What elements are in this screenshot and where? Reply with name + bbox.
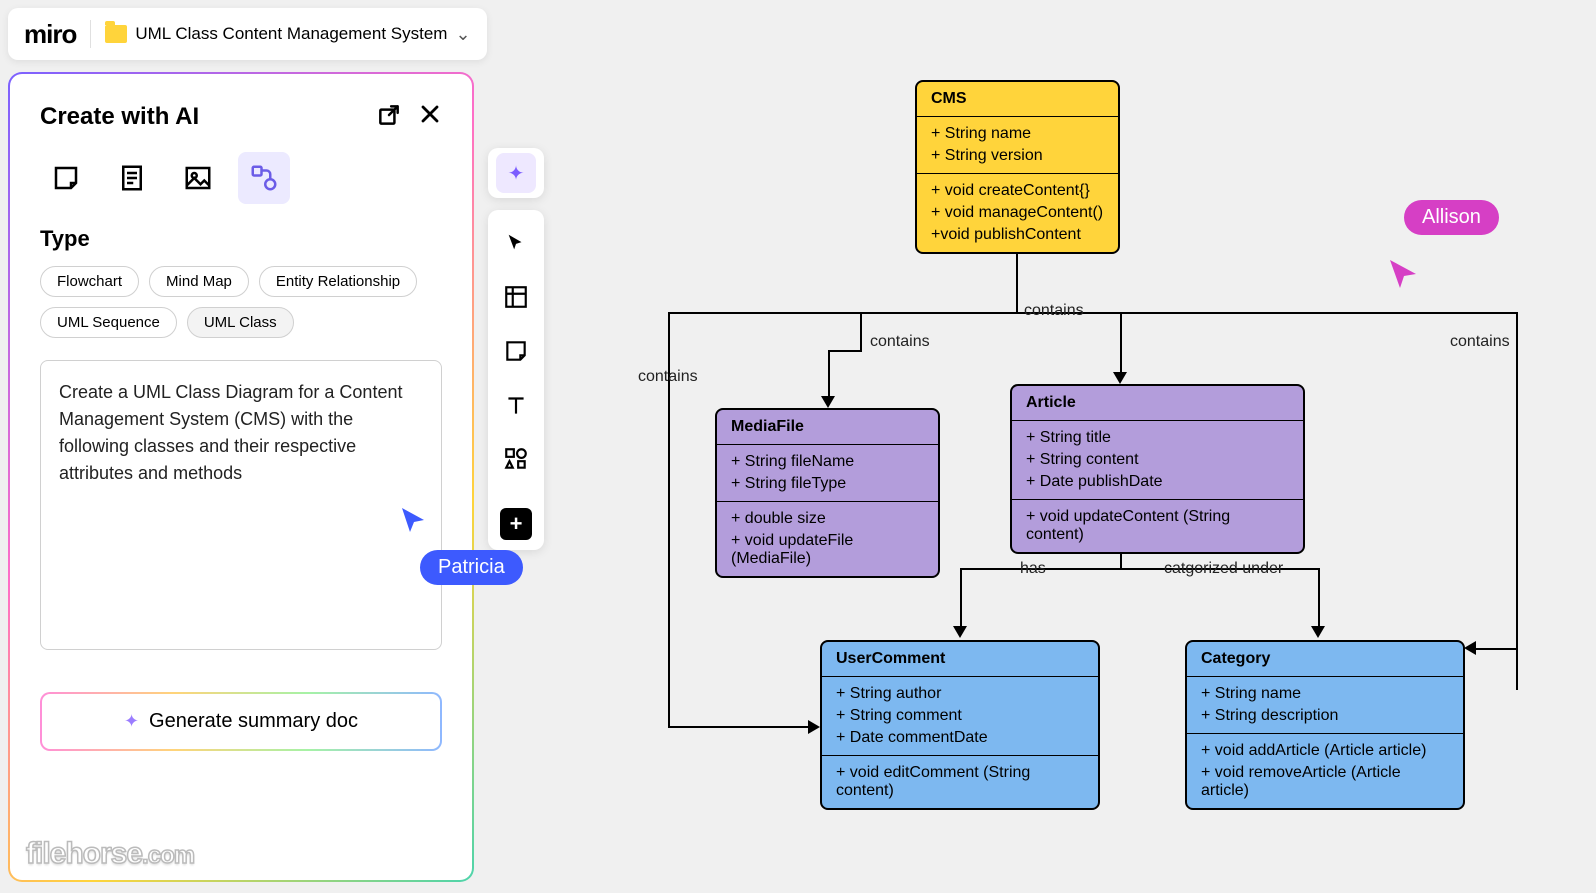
mode-sticky-icon[interactable] [40, 152, 92, 204]
uml-methods: + void createContent{}+ void manageConte… [917, 174, 1118, 252]
board-title-group[interactable]: UML Class Content Management System ⌄ [105, 24, 470, 45]
chevron-down-icon[interactable]: ⌄ [455, 24, 470, 45]
topbar: miro UML Class Content Management System… [8, 8, 487, 60]
cursor-allison: Allison [1404, 200, 1499, 235]
mode-image-icon[interactable] [172, 152, 224, 204]
arrowhead-icon [953, 626, 967, 638]
uml-methods: + void editComment (String content) [822, 756, 1098, 808]
uml-attributes: + String title+ String content+ Date pub… [1012, 421, 1303, 500]
edge-label: has [1016, 560, 1050, 578]
edge-label: contains [1020, 302, 1088, 320]
ai-panel: Create with AI Type Flowchart Mind Map E… [8, 72, 474, 882]
chip-er[interactable]: Entity Relationship [259, 266, 417, 297]
uml-attributes: + String name+ String version [917, 117, 1118, 174]
uml-class-name: MediaFile [717, 410, 938, 445]
chip-uml-class[interactable]: UML Class [187, 307, 294, 338]
edge [960, 568, 1320, 570]
watermark: filehorse.com [26, 837, 194, 871]
board-title: UML Class Content Management System [135, 24, 447, 44]
edge [1318, 568, 1320, 628]
close-icon[interactable] [418, 102, 442, 132]
edge [668, 312, 1518, 314]
arrowhead-icon [1311, 626, 1325, 638]
edge [960, 568, 962, 628]
edge-label: contains [634, 368, 702, 386]
mode-doc-icon[interactable] [106, 152, 158, 204]
uml-methods: + void updateContent (String content) [1012, 500, 1303, 552]
tool-shapes-icon[interactable] [488, 432, 544, 486]
uml-attributes: + String fileName+ String fileType [717, 445, 938, 502]
uml-class-name: CMS [917, 82, 1118, 117]
edge-label: catgorized under [1160, 560, 1287, 578]
uml-class-mediafile[interactable]: MediaFile+ String fileName+ String fileT… [715, 408, 940, 578]
tool-add-icon[interactable]: + [500, 508, 532, 540]
cursor-icon [400, 506, 428, 534]
cursor-patricia: Patricia [420, 550, 523, 585]
edge [1474, 648, 1518, 650]
cursor-icon [1388, 258, 1422, 292]
folder-icon [105, 25, 127, 43]
edge [1516, 312, 1518, 690]
uml-class-name: Article [1012, 386, 1303, 421]
chip-mindmap[interactable]: Mind Map [149, 266, 249, 297]
uml-class-name: UserComment [822, 642, 1098, 677]
chip-flowchart[interactable]: Flowchart [40, 266, 139, 297]
edge [828, 350, 862, 352]
uml-methods: + double size+ void updateFile (MediaFil… [717, 502, 938, 576]
edge [1016, 254, 1018, 314]
ai-fab[interactable]: ✦ [488, 148, 544, 198]
uml-attributes: + String author+ String comment+ Date co… [822, 677, 1098, 756]
uml-class-category[interactable]: Category+ String name+ String descriptio… [1185, 640, 1465, 810]
uml-attributes: + String name+ String description [1187, 677, 1463, 734]
popout-icon[interactable] [376, 102, 402, 132]
generate-label: Generate summary doc [149, 710, 358, 733]
type-label: Type [40, 226, 442, 252]
arrowhead-icon [808, 720, 820, 734]
tool-text-icon[interactable] [488, 378, 544, 432]
uml-class-name: Category [1187, 642, 1463, 677]
uml-methods: + void addArticle (Article article)+ voi… [1187, 734, 1463, 808]
uml-class-usercomment[interactable]: UserComment+ String author+ String comme… [820, 640, 1100, 810]
edge [668, 726, 810, 728]
edge [828, 350, 830, 398]
uml-class-article[interactable]: Article+ String title+ String content+ D… [1010, 384, 1305, 554]
sparkle-icon: ✦ [124, 711, 139, 732]
ai-mode-row [40, 152, 442, 204]
edge-label: contains [866, 333, 934, 351]
prompt-textarea[interactable]: Create a UML Class Diagram for a Content… [40, 360, 442, 650]
edge [1120, 312, 1122, 374]
ai-panel-title: Create with AI [40, 103, 199, 131]
edge [860, 312, 862, 350]
tool-sticky-icon[interactable] [488, 324, 544, 378]
arrowhead-icon [1113, 372, 1127, 384]
divider [90, 20, 91, 48]
tool-frame-icon[interactable] [488, 270, 544, 324]
chip-uml-sequence[interactable]: UML Sequence [40, 307, 177, 338]
type-chips: Flowchart Mind Map Entity Relationship U… [40, 266, 442, 338]
edge [668, 312, 670, 728]
generate-button[interactable]: ✦ Generate summary doc [40, 692, 442, 751]
miro-logo: miro [24, 19, 76, 50]
arrowhead-icon [1464, 641, 1476, 655]
tool-select-icon[interactable] [488, 216, 544, 270]
arrowhead-icon [821, 396, 835, 408]
canvas-toolbar: + [488, 210, 544, 550]
uml-class-cms[interactable]: CMS+ String name+ String version+ void c… [915, 80, 1120, 254]
mode-diagram-icon[interactable] [238, 152, 290, 204]
edge-label: contains [1446, 333, 1514, 351]
ai-sparkle-icon: ✦ [496, 153, 536, 193]
